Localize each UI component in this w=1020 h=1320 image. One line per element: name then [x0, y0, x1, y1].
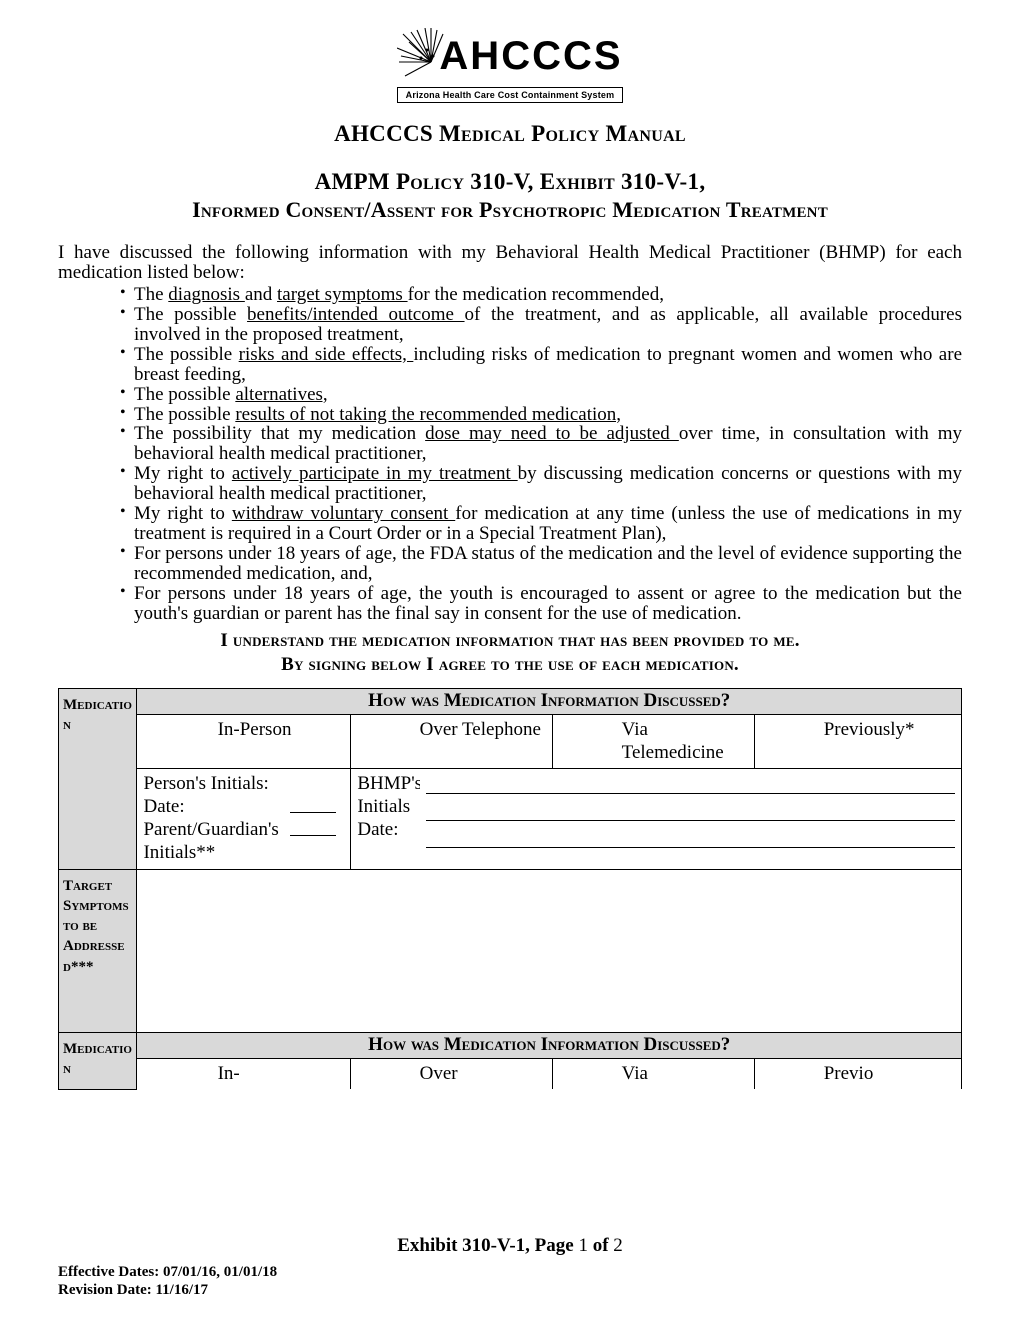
checkbox-cell[interactable]: [553, 1058, 622, 1089]
page-footer: Exhibit 310-V-1, Page 1 of 2 Effective D…: [58, 1235, 962, 1301]
opt-in-person-2: In-: [218, 1058, 351, 1089]
row-label-medication-2: Medication: [59, 1032, 137, 1089]
checkbox-cell[interactable]: [351, 1058, 420, 1089]
list-item: The possibility that my medication dose …: [120, 424, 962, 464]
table-row: In-Person Over Telephone Via Telemedicin…: [59, 714, 962, 769]
consent-table: Medication How was Medication Informatio…: [58, 688, 962, 1090]
opt-over-telephone-2: Over: [420, 1058, 553, 1089]
checkbox-cell[interactable]: [553, 714, 622, 769]
logo-block: AHCCCS Arizona Health Care Cost Containm…: [58, 28, 962, 103]
effective-dates: Effective Dates: 07/01/16, 01/01/18: [58, 1263, 962, 1282]
opt-over-telephone: Over Telephone: [420, 714, 553, 769]
policy-title: AMPM Policy 310-V, Exhibit 310-V-1,: [58, 169, 962, 195]
list-item: The possible benefits/intended outcome o…: [120, 305, 962, 345]
subject-title: Informed Consent/Assent for Psychotropic…: [58, 197, 962, 223]
medication-lines[interactable]: [420, 769, 962, 869]
list-item: The diagnosis and target symptoms for th…: [120, 285, 962, 305]
list-item: For persons under 18 years of age, the F…: [120, 544, 962, 584]
list-item: The possible results of not taking the r…: [120, 405, 962, 425]
table-row: Person's Initials: Date: Parent/Guardian…: [59, 769, 962, 869]
list-item: The possible risks and side effects, inc…: [120, 345, 962, 385]
row-label-medication: Medication: [59, 688, 137, 869]
list-item: For persons under 18 years of age, the y…: [120, 584, 962, 624]
ack-line-1: I understand the medication information …: [58, 630, 962, 652]
table-row: In- Over Via Previo: [59, 1058, 962, 1089]
checkbox-cell[interactable]: [137, 714, 218, 769]
target-symptoms-box[interactable]: [137, 869, 962, 1032]
table-row: Target Symptoms to be Addressed***: [59, 869, 962, 1032]
bhmp-initials-label: BHMP's Initials Date:: [351, 769, 420, 869]
opt-in-person: In-Person: [218, 714, 351, 769]
discussed-header-2: How was Medication Information Discussed…: [137, 1032, 962, 1058]
checkbox-cell[interactable]: [351, 714, 420, 769]
ack-line-2: By signing below I agree to the use of e…: [58, 654, 962, 676]
opt-previously-2: Previo: [824, 1058, 962, 1089]
list-item: My right to actively participate in my t…: [120, 464, 962, 504]
persons-initials-label: Person's Initials: Date: Parent/Guardian…: [137, 769, 282, 869]
list-item: The possible alternatives,: [120, 385, 962, 405]
persons-initials-blank[interactable]: [282, 769, 351, 869]
opt-via-telemedicine: Via Telemedicine: [622, 714, 755, 769]
opt-previously: Previously*: [824, 714, 962, 769]
checkbox-cell[interactable]: [137, 1058, 218, 1089]
list-item: My right to withdraw voluntary consent f…: [120, 504, 962, 544]
row-label-target-symptoms: Target Symptoms to be Addressed***: [59, 869, 137, 1032]
manual-title: AHCCCS Medical Policy Manual: [58, 121, 962, 147]
brand-tagline: Arizona Health Care Cost Containment Sys…: [397, 87, 624, 103]
discussed-header: How was Medication Information Discussed…: [137, 688, 962, 714]
bullet-list: The diagnosis and target symptoms for th…: [58, 285, 962, 624]
opt-via-tele-2: Via: [622, 1058, 755, 1089]
checkbox-cell[interactable]: [755, 1058, 824, 1089]
revision-date: Revision Date: 11/16/17: [58, 1281, 962, 1300]
intro-paragraph: I have discussed the following informati…: [58, 243, 962, 283]
checkbox-cell[interactable]: [755, 714, 824, 769]
page-number: Exhibit 310-V-1, Page 1 of 2: [58, 1235, 962, 1257]
starburst-icon: [397, 28, 453, 84]
